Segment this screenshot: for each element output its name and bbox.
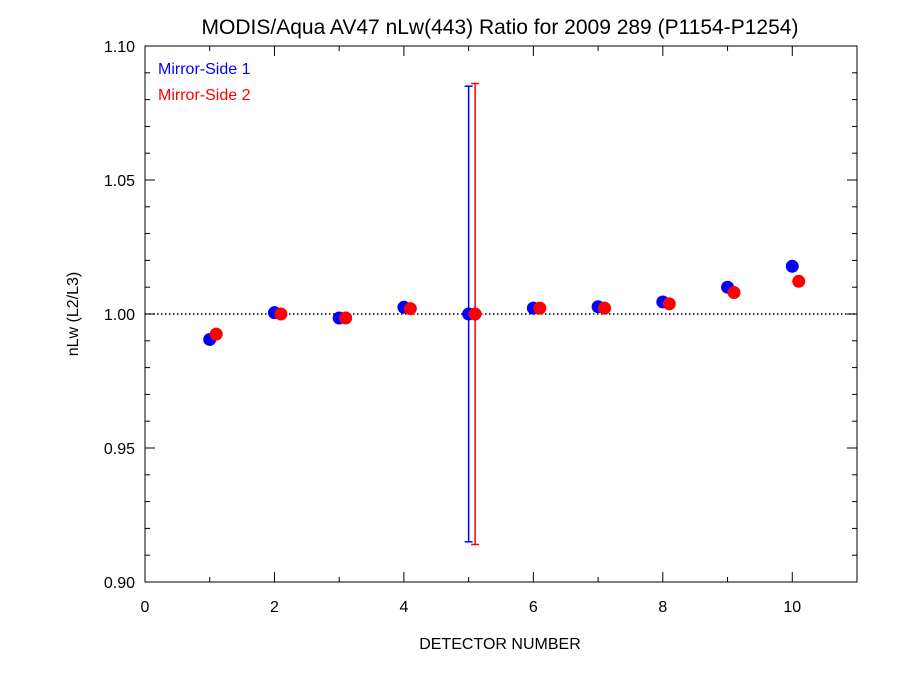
- y-tick-label: 1.00: [104, 307, 135, 324]
- x-tick-label: 4: [399, 599, 408, 616]
- y-axis-label: nLw (L2/L3): [65, 272, 82, 357]
- x-tick-label: 10: [783, 599, 801, 616]
- chart-title: MODIS/Aqua AV47 nLw(443) Ratio for 2009 …: [202, 16, 799, 39]
- axis-ticks: 0 2 4 6 8 10 0.90 0.95 1.00 1.05 1.10: [104, 39, 858, 616]
- y-tick-label: 1.10: [104, 39, 135, 56]
- x-tick-label: 2: [270, 599, 279, 616]
- data-point-series-2: [598, 301, 612, 315]
- data-point-series-2: [662, 297, 676, 311]
- x-tick-label: 8: [658, 599, 667, 616]
- data-point-series-2: [533, 301, 547, 315]
- data-point-series-2: [339, 311, 353, 325]
- x-tick-label: 6: [529, 599, 538, 616]
- y-tick-label: 0.90: [104, 575, 135, 592]
- data-point-series-2: [468, 307, 482, 321]
- x-tick-label: 0: [141, 599, 150, 616]
- data-point-series-2: [209, 327, 223, 341]
- data-point-series-2: [792, 274, 806, 288]
- y-tick-label: 1.05: [104, 173, 135, 190]
- data-point-series-1: [785, 259, 799, 273]
- legend-entry-mirror-side-2: Mirror-Side 2: [158, 87, 251, 104]
- data-marks: [203, 82, 806, 546]
- data-point-series-2: [403, 302, 417, 316]
- legend-entry-mirror-side-1: Mirror-Side 1: [158, 61, 251, 78]
- data-point-series-2: [274, 307, 288, 321]
- data-point-series-2: [727, 286, 741, 300]
- y-tick-label: 0.95: [104, 441, 135, 458]
- x-axis-label: DETECTOR NUMBER: [419, 636, 581, 653]
